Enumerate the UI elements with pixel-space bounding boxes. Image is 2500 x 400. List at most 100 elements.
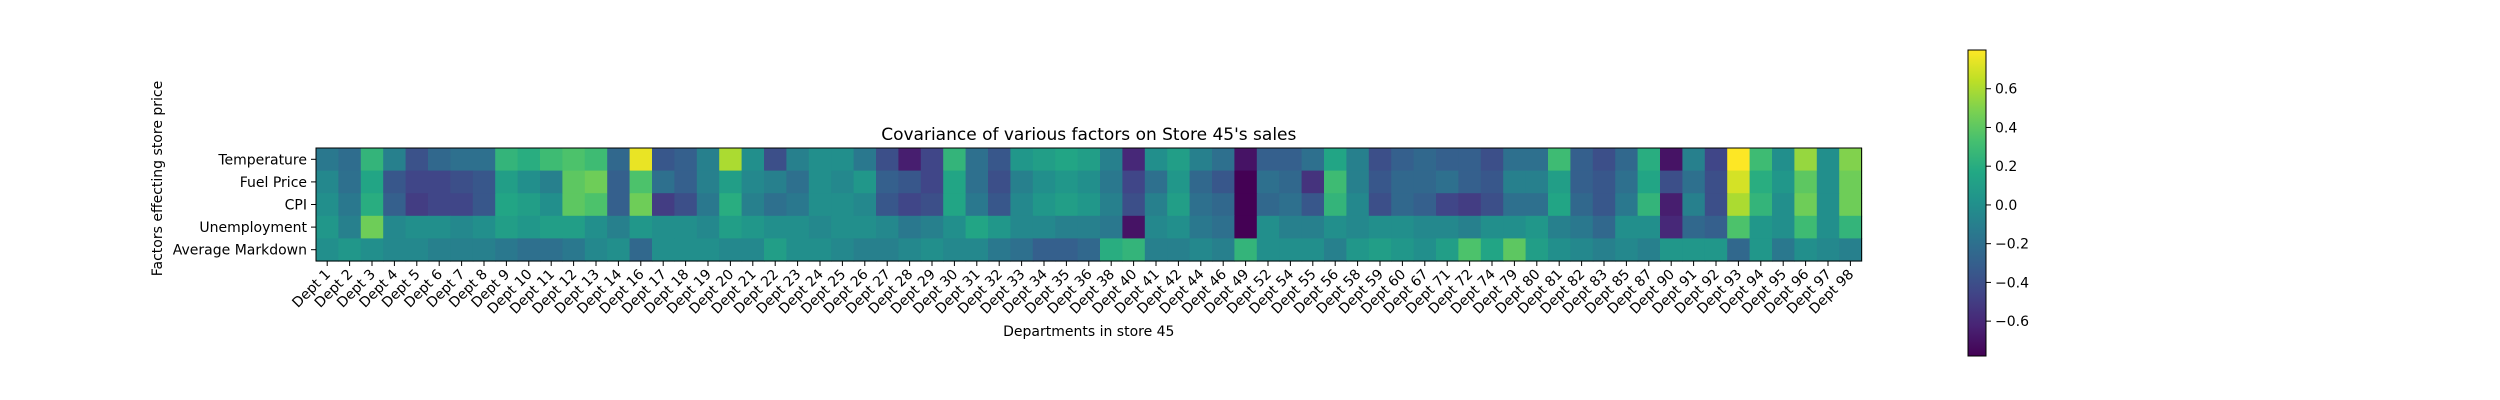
heatmap-cell — [1032, 170, 1056, 194]
heatmap-cell — [629, 238, 653, 262]
heatmap-cell — [1548, 215, 1571, 239]
heatmap-cell — [1660, 170, 1683, 194]
heatmap-cell — [1234, 215, 1258, 239]
heatmap-cell — [1660, 215, 1683, 239]
heatmap-cell — [1480, 170, 1504, 194]
heatmap-cell — [360, 238, 384, 262]
heatmap-cell — [1346, 238, 1370, 262]
row-label: CPI — [285, 198, 307, 214]
heatmap-cell — [876, 170, 899, 194]
heatmap-cell — [1100, 215, 1123, 239]
heatmap-cell — [786, 170, 810, 194]
heatmap-cell — [1167, 238, 1191, 262]
heatmap-cell — [1301, 148, 1325, 172]
heatmap-cell — [360, 148, 384, 172]
heatmap-cell — [741, 238, 765, 262]
heatmap-cell — [1055, 238, 1079, 262]
heatmap-cell — [1637, 215, 1661, 239]
heatmap-cell — [1413, 148, 1437, 172]
heatmap-cell — [1637, 193, 1661, 217]
heatmap-cell — [1816, 215, 1840, 239]
heatmap-cell — [472, 148, 496, 172]
heatmap-cell — [1144, 170, 1168, 194]
heatmap-cell — [1413, 238, 1437, 262]
heatmap-cell — [1413, 215, 1437, 239]
heatmap-cell — [786, 148, 810, 172]
heatmap-cell — [1010, 215, 1034, 239]
heatmap-cell — [741, 215, 765, 239]
heatmap-cell — [1704, 215, 1728, 239]
heatmap-cell — [517, 238, 541, 262]
heatmap-cell — [1413, 193, 1437, 217]
heatmap-cell — [316, 238, 339, 262]
heatmap-cell — [1749, 148, 1773, 172]
heatmap-cell — [853, 193, 877, 217]
heatmap-cell — [1368, 193, 1392, 217]
heatmap-cell — [1548, 170, 1571, 194]
heatmap-cell — [719, 170, 743, 194]
heatmap-cell — [719, 148, 743, 172]
heatmap-cell — [1458, 148, 1482, 172]
heatmap-cell — [1256, 170, 1280, 194]
heatmap-cell — [764, 215, 787, 239]
colorbar-gradient — [1967, 49, 1987, 357]
heatmap-cell — [853, 215, 877, 239]
colorbar: −0.6 −0.4 −0.2 0.0 0.2 0.4 0.6 — [1967, 49, 2029, 357]
heatmap-cell — [316, 170, 339, 194]
row-label: Unemployment — [199, 220, 307, 236]
heatmap-cell — [540, 238, 563, 262]
heatmap-cell — [1592, 238, 1616, 262]
heatmap-cell — [1615, 148, 1639, 172]
heatmap-cell — [1167, 148, 1191, 172]
heatmap-cell — [1122, 215, 1146, 239]
heatmap-cell — [898, 215, 922, 239]
heatmap-cell — [1570, 170, 1594, 194]
heatmap-cell — [1772, 238, 1795, 262]
heatmap-cell — [1122, 170, 1146, 194]
heatmap-cell — [786, 215, 810, 239]
heatmap-cell — [719, 193, 743, 217]
heatmap-cell — [1749, 238, 1773, 262]
colorbar-tick-label: 0.0 — [1995, 198, 2017, 214]
heatmap-cell — [1100, 170, 1123, 194]
colorbar-tick-label: −0.6 — [1995, 314, 2029, 330]
heatmap-cell — [495, 193, 519, 217]
y-axis-label: Factors effecting store price — [150, 81, 166, 276]
heatmap-cell — [1480, 215, 1504, 239]
heatmap-cell — [629, 170, 653, 194]
heatmap-cell — [1794, 193, 1818, 217]
heatmap-cell — [1077, 193, 1101, 217]
heatmap-cell — [405, 148, 429, 172]
heatmap-cell — [1324, 193, 1347, 217]
heatmap-cell — [1727, 170, 1751, 194]
colorbar-tick-label: −0.4 — [1995, 275, 2029, 291]
heatmap-cell — [1391, 193, 1415, 217]
heatmap-cell — [1660, 238, 1683, 262]
heatmap-cell — [1816, 148, 1840, 172]
heatmap-cell — [360, 215, 384, 239]
heatmap-cell — [853, 148, 877, 172]
heatmap-cell — [1682, 193, 1706, 217]
heatmap-cell — [1682, 148, 1706, 172]
heatmap-cell — [450, 215, 474, 239]
heatmap-cell — [853, 170, 877, 194]
heatmap-cell — [1324, 148, 1347, 172]
heatmap-cell — [1346, 215, 1370, 239]
heatmap-cell — [607, 148, 631, 172]
heatmap-cell — [1010, 170, 1034, 194]
heatmap-cell — [1346, 193, 1370, 217]
heatmap-cell — [1570, 215, 1594, 239]
heatmap-cell — [472, 238, 496, 262]
heatmap-cell — [1436, 170, 1459, 194]
heatmap-cell — [1189, 148, 1213, 172]
heatmap-cell — [1682, 238, 1706, 262]
heatmap-cell — [696, 215, 720, 239]
heatmap-cell — [562, 238, 586, 262]
heatmap-cell — [764, 148, 787, 172]
heatmap-cell — [1480, 193, 1504, 217]
heatmap-cell — [808, 193, 832, 217]
heatmap-cell — [1794, 238, 1818, 262]
heatmap-cell — [1839, 215, 1863, 239]
chart-title: Covariance of various factors on Store 4… — [881, 125, 1296, 145]
heatmap-cell — [1839, 238, 1863, 262]
